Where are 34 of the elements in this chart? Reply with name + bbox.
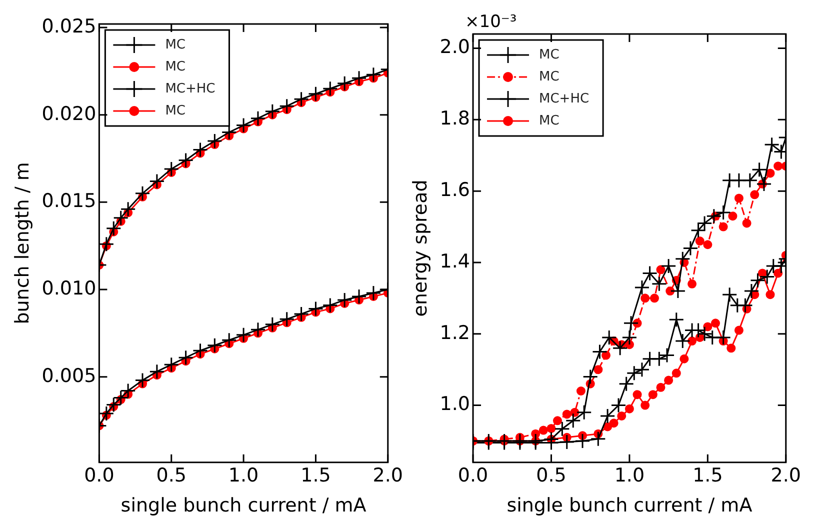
- y-tick-label: 0.015: [42, 190, 96, 212]
- y-tick-label: 1.2: [440, 322, 470, 344]
- x-tick-label: 1.0: [228, 464, 259, 487]
- y-tick-label: 0.010: [42, 277, 96, 300]
- x-tick-label: 2.0: [372, 464, 403, 487]
- x-tick-label: 1.5: [692, 464, 723, 487]
- legend-label: MC+HC: [539, 91, 590, 106]
- y-tick-label: 1.6: [440, 179, 470, 202]
- x-tick-label: 0.5: [156, 464, 186, 487]
- y-tick-label: 0.005: [42, 364, 96, 387]
- x-tick-label: 0.5: [536, 464, 566, 487]
- y-tick-label: 0.025: [42, 15, 96, 38]
- x-axis-title: single bunch current / mA: [120, 494, 366, 517]
- text: ×10⁻³: [465, 12, 517, 32]
- legend-label: MC: [165, 59, 186, 74]
- x-tick-label: 2.0: [770, 464, 801, 487]
- y-tick-label: 2.0: [440, 36, 470, 58]
- x-tick-label: 0.0: [458, 464, 488, 487]
- legend-label: MC: [539, 113, 560, 128]
- y-tick-label: 1.0: [440, 393, 470, 416]
- y-tick-label: 1.8: [440, 108, 470, 130]
- x-tick-label: 1.5: [300, 464, 331, 487]
- y-tick-label: 0.020: [42, 102, 96, 125]
- x-tick-label: 0.0: [84, 464, 114, 487]
- legend-label: MC: [165, 103, 186, 118]
- legend-label: MC: [539, 47, 560, 62]
- x-axis-title: single bunch current / mA: [506, 494, 752, 517]
- y-tick-label: 1.4: [440, 250, 470, 272]
- x-tick-label: 1.0: [614, 464, 645, 487]
- legend-label: MC: [165, 37, 186, 52]
- y-axis-title: bunch length / m: [11, 162, 34, 324]
- legend-label: MC: [539, 69, 560, 84]
- legend-label: MC+HC: [165, 81, 216, 96]
- y-axis-title: energy spread: [409, 180, 432, 317]
